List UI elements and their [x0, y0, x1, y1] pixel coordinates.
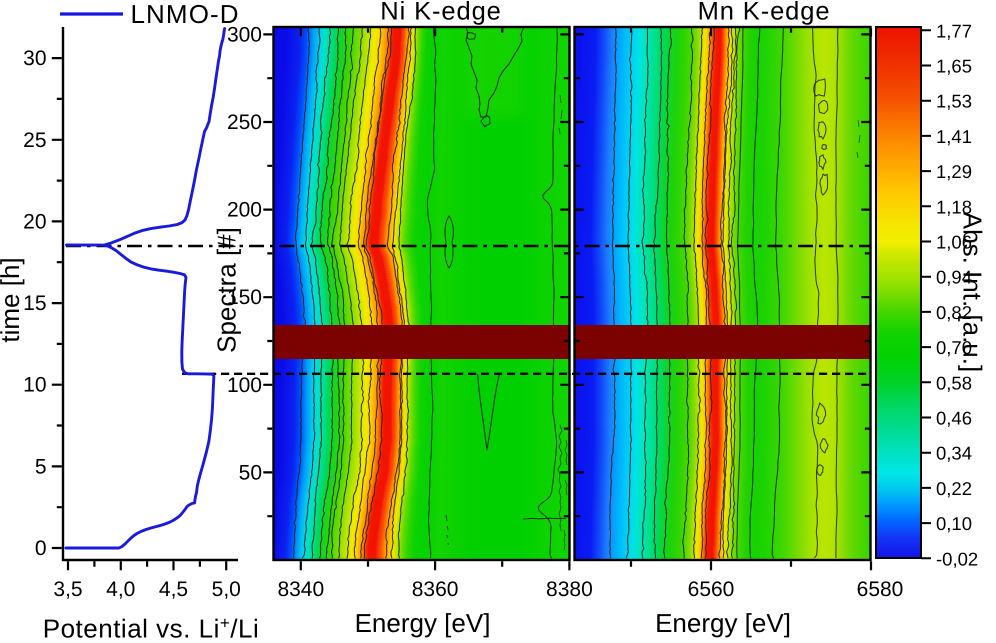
svg-text:Abs. Int. [a.u.]: Abs. Int. [a.u.]: [958, 212, 988, 372]
svg-text:0: 0: [35, 537, 47, 560]
svg-text:Ni K-edge: Ni K-edge: [380, 0, 502, 26]
svg-text:15: 15: [23, 292, 46, 315]
svg-text:0,82: 0,82: [936, 302, 972, 323]
svg-text:0,34: 0,34: [936, 443, 972, 464]
svg-text:Mn K-edge: Mn K-edge: [698, 0, 831, 26]
svg-text:1,06: 1,06: [936, 232, 972, 253]
svg-text:0,94: 0,94: [936, 267, 972, 288]
svg-text:time [h]: time [h]: [0, 257, 25, 342]
svg-text:1,29: 1,29: [936, 161, 972, 182]
svg-text:Energy [eV]: Energy [eV]: [655, 608, 791, 638]
svg-text:6580: 6580: [857, 578, 904, 601]
svg-text:5,0: 5,0: [212, 578, 241, 601]
svg-text:0,22: 0,22: [936, 478, 972, 499]
svg-text:300: 300: [227, 23, 262, 46]
svg-text:1,53: 1,53: [936, 91, 972, 112]
svg-text:30: 30: [23, 47, 46, 70]
svg-text:0,58: 0,58: [936, 372, 972, 393]
svg-text:250: 250: [227, 111, 262, 134]
svg-text:5: 5: [35, 455, 47, 478]
svg-text:4,5: 4,5: [159, 578, 188, 601]
svg-text:20: 20: [23, 210, 46, 233]
svg-text:0,46: 0,46: [936, 408, 972, 429]
svg-text:1,65: 1,65: [936, 56, 972, 77]
svg-text:0,70: 0,70: [936, 337, 972, 358]
svg-text:150: 150: [227, 286, 262, 309]
svg-text:6560: 6560: [688, 578, 735, 601]
svg-text:1,18: 1,18: [936, 196, 972, 217]
svg-text:200: 200: [227, 199, 262, 222]
svg-text:4,0: 4,0: [106, 578, 135, 601]
svg-text:Energy [eV]: Energy [eV]: [355, 608, 491, 638]
svg-text:3,5: 3,5: [53, 578, 82, 601]
svg-text:8360: 8360: [412, 578, 459, 601]
svg-text:0,10: 0,10: [936, 513, 972, 534]
svg-text:50: 50: [239, 461, 262, 484]
svg-text:Spectra [#]: Spectra [#]: [212, 227, 242, 353]
svg-text:1,77: 1,77: [936, 20, 972, 41]
svg-text:1,41: 1,41: [936, 126, 972, 147]
svg-text:8380: 8380: [546, 578, 593, 601]
svg-text:10: 10: [23, 374, 46, 397]
svg-text:-0,02: -0,02: [936, 548, 978, 569]
svg-text:LNMO-D: LNMO-D: [131, 0, 240, 29]
svg-text:25: 25: [23, 129, 46, 152]
svg-text:8340: 8340: [277, 578, 324, 601]
svg-text:100: 100: [227, 374, 262, 397]
